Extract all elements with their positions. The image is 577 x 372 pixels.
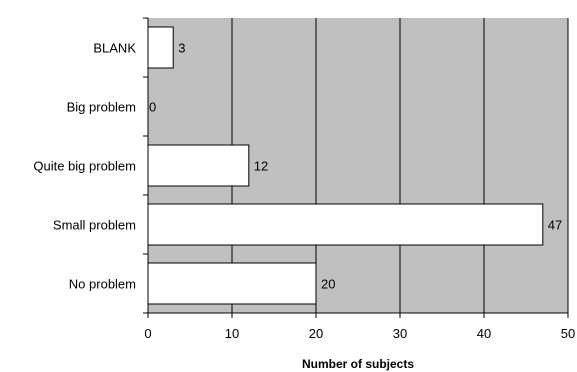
x-tick-label: 40 <box>477 326 491 341</box>
category-labels: BLANK Big problem Quite big problem Small p… <box>33 41 136 292</box>
category-label: Quite big problem <box>33 159 136 174</box>
axes <box>143 17 569 318</box>
bar <box>147 262 317 305</box>
bars <box>147 26 544 305</box>
data-label: 47 <box>548 218 562 233</box>
data-labels: 3 0 12 47 20 <box>149 41 562 292</box>
data-label: 3 <box>178 41 185 56</box>
bar <box>147 26 174 69</box>
x-tick-label: 10 <box>225 326 239 341</box>
bar <box>147 144 250 187</box>
x-axis-title: Number of subjects <box>302 357 414 371</box>
category-label: Small problem <box>53 218 136 233</box>
x-tick-label: 0 <box>144 326 151 341</box>
x-tick-label: 20 <box>309 326 323 341</box>
category-label: BLANK <box>93 41 136 56</box>
x-tick-label: 50 <box>561 326 575 341</box>
bar <box>147 203 544 246</box>
category-label: No problem <box>69 277 136 292</box>
category-label: Big problem <box>67 100 136 115</box>
x-tick-label: 30 <box>393 326 407 341</box>
x-tick-labels: 0 10 20 30 40 50 <box>144 326 575 341</box>
data-label: 0 <box>149 100 156 115</box>
data-label: 20 <box>321 277 335 292</box>
data-label: 12 <box>254 159 268 174</box>
